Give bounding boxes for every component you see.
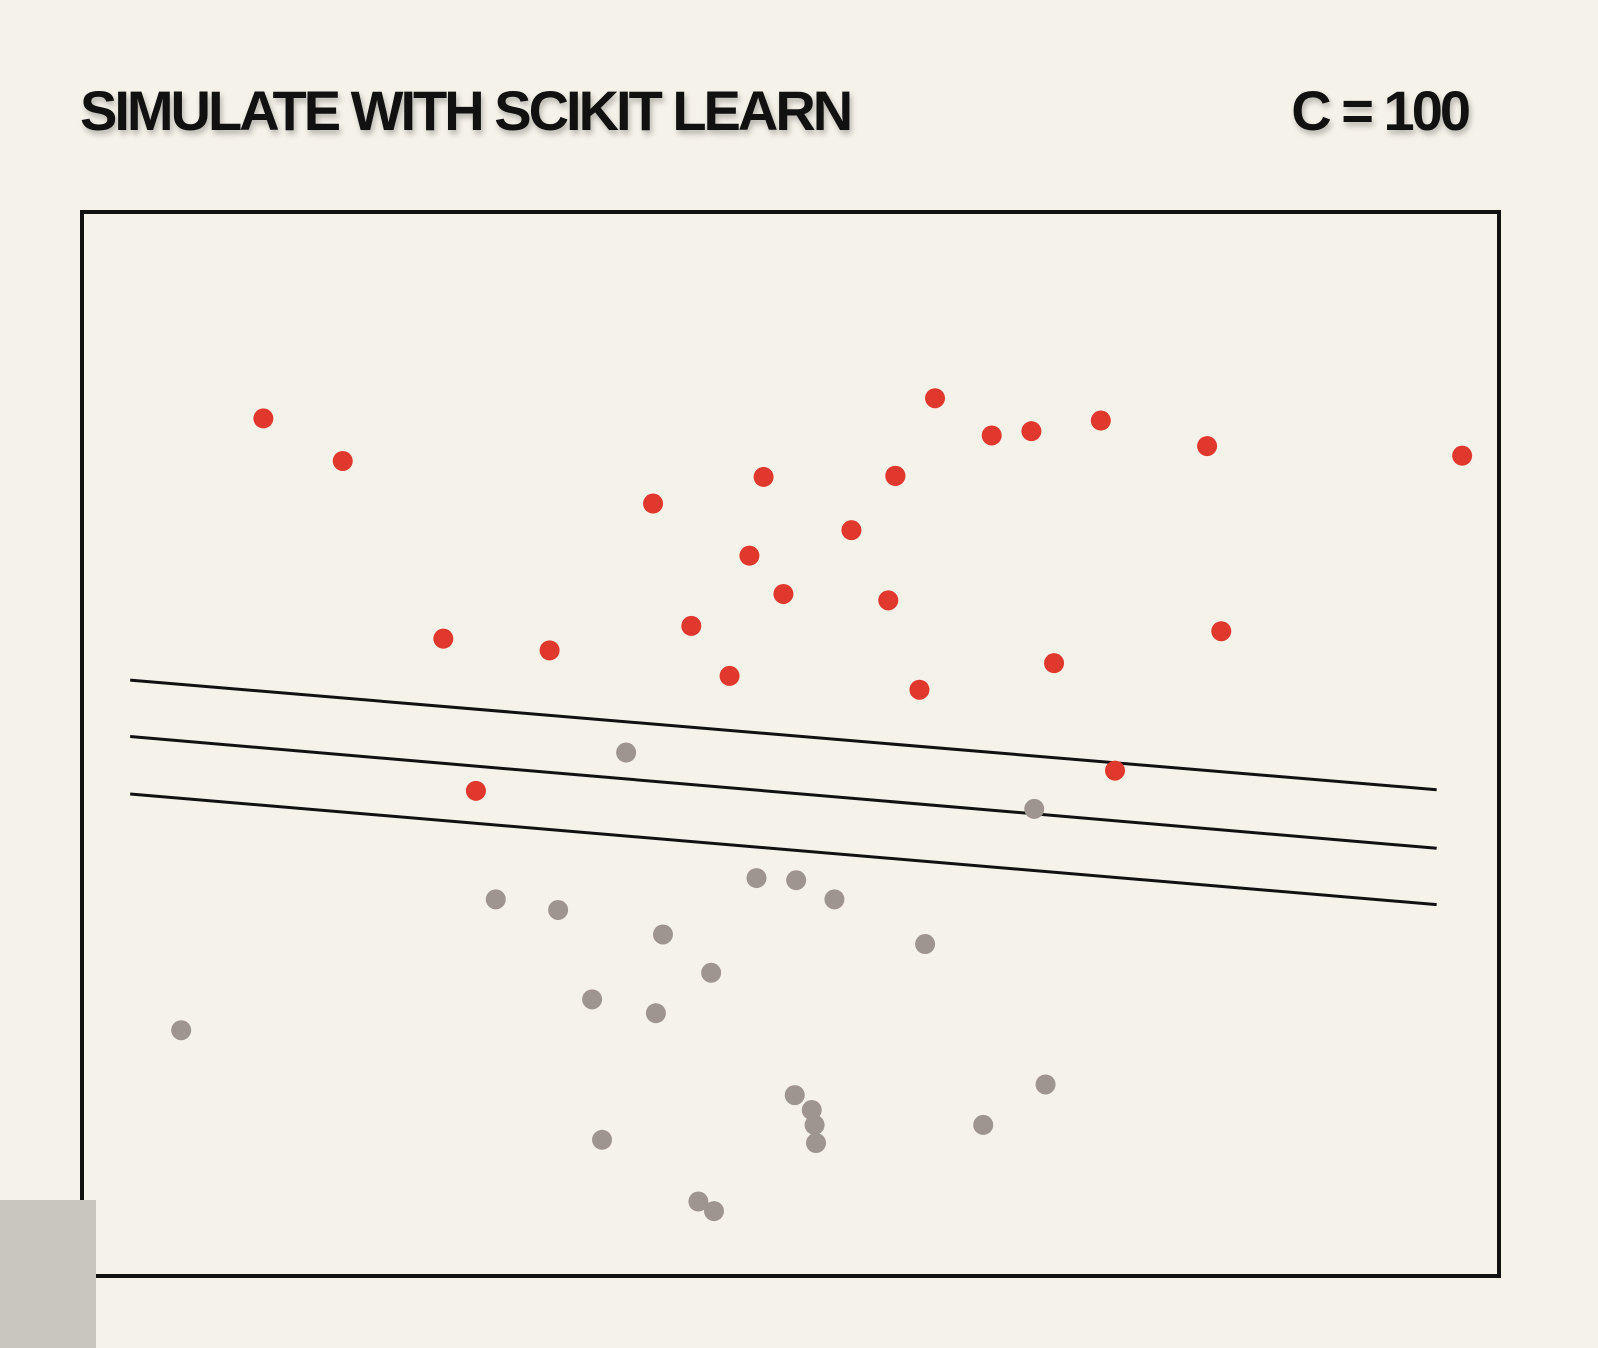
decision-boundary-line (130, 735, 1437, 850)
positive-point (1104, 760, 1125, 781)
positive-point (1044, 653, 1065, 674)
negative-point (1024, 798, 1045, 819)
negative-point (652, 924, 673, 945)
data-points (171, 388, 1473, 1222)
negative-point (806, 1133, 827, 1153)
positive-point (1211, 621, 1232, 642)
negative-point (171, 1020, 192, 1041)
positive-point (465, 780, 486, 801)
positive-point (719, 665, 740, 686)
negative-point (701, 962, 722, 983)
negative-point (824, 889, 845, 910)
positive-point (925, 388, 946, 409)
margin-lines (130, 678, 1437, 907)
page-title: SIMULATE WITH SCIKIT LEARN (80, 79, 853, 142)
negative-point (592, 1129, 613, 1150)
negative-point (746, 868, 767, 889)
negative-point (645, 1003, 666, 1024)
positive-point (539, 640, 560, 661)
positive-point (878, 590, 899, 611)
positive-point (1021, 421, 1042, 442)
positive-point (739, 545, 760, 566)
positive-point (1090, 410, 1111, 431)
corner-overlay (0, 1200, 96, 1348)
positive-point (841, 520, 862, 541)
positive-point (643, 493, 664, 514)
positive-point (332, 450, 353, 471)
negative-point (1035, 1074, 1056, 1095)
negative-point (915, 934, 936, 955)
negative-point (973, 1114, 994, 1135)
positive-point (885, 465, 906, 486)
positive-point (253, 408, 274, 429)
negative-point (786, 870, 807, 891)
negative-point (801, 1100, 822, 1121)
positive-point (1452, 445, 1473, 466)
negative-point (616, 742, 637, 763)
negative-point (485, 889, 506, 910)
margin-line (130, 792, 1437, 907)
plot-border (80, 210, 1501, 1278)
positive-point (773, 583, 794, 604)
positive-point (981, 425, 1002, 446)
negative-point (703, 1201, 724, 1222)
negative-point (784, 1085, 805, 1106)
positive-point (433, 628, 454, 649)
positive-point (1197, 436, 1218, 457)
parameter-label: C = 100 (1291, 79, 1471, 142)
positive-point (753, 466, 774, 487)
positive-point (681, 615, 702, 636)
negative-point (548, 899, 569, 920)
negative-point (688, 1191, 709, 1212)
positive-point (909, 679, 930, 700)
negative-point (804, 1114, 825, 1135)
margin-line (130, 678, 1437, 792)
negative-point (582, 989, 603, 1010)
